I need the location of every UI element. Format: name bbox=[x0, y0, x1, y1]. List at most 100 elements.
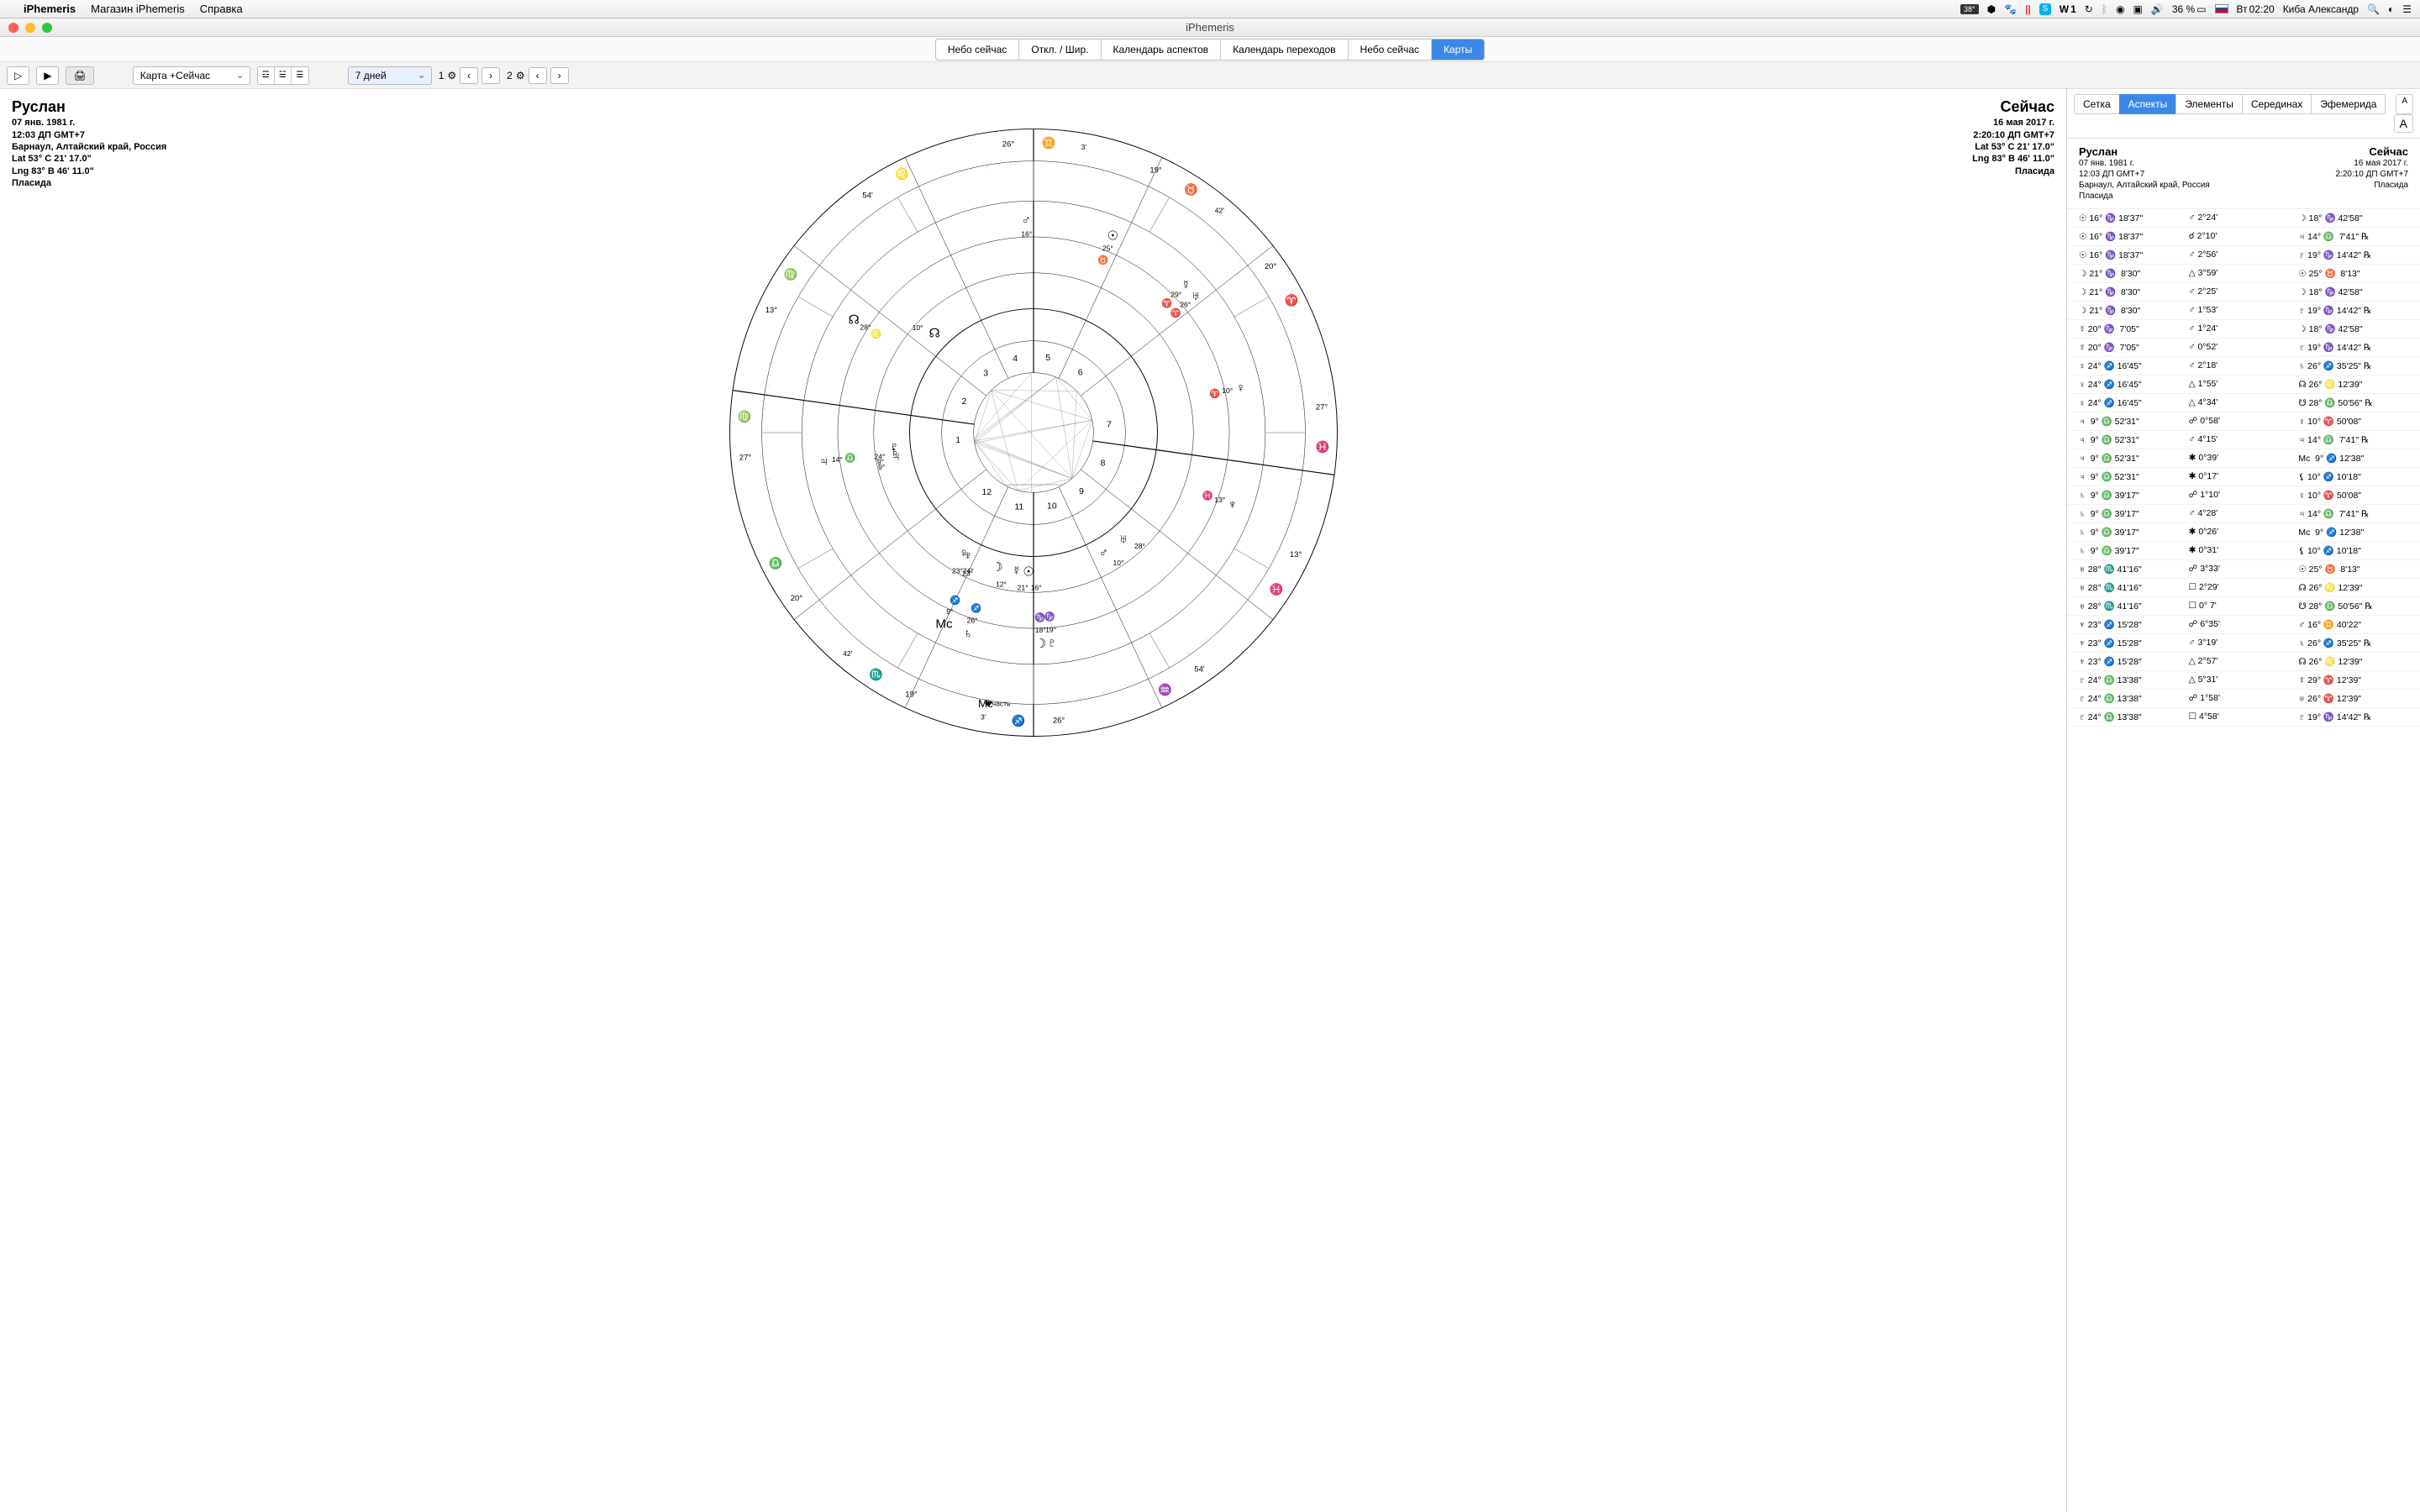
chart-info-right: Сейчас 16 мая 2017 г. 2:20:10 ДП GMT+7 L… bbox=[1972, 97, 2054, 177]
svg-text:42': 42' bbox=[843, 649, 853, 658]
svg-text:☊: ☊ bbox=[929, 326, 940, 340]
aspect-row: ♄ 9° ♎ 39'17"♂ 4°28'♃ 14° ♎ 7'41" ℞ bbox=[2067, 505, 2420, 523]
prev-button-2[interactable]: ‹ bbox=[529, 67, 547, 84]
menu-item[interactable]: Магазин iPhemeris bbox=[91, 3, 185, 15]
period-select[interactable]: 7 дней bbox=[348, 66, 432, 85]
aspect-row: ♅ 28° ♏ 41'16"☍ 3°33'☉ 25° ♉ 8'13" bbox=[2067, 560, 2420, 579]
view-list2-icon[interactable]: ☱ bbox=[275, 67, 292, 84]
main-tabs-toolbar: Небо сейчасОткл. / Шир.Календарь аспекто… bbox=[0, 37, 2420, 62]
svg-text:21°: 21° bbox=[1017, 583, 1028, 591]
svg-text:♂: ♂ bbox=[1098, 546, 1107, 560]
svg-text:☽: ☽ bbox=[1034, 637, 1046, 651]
play-button[interactable]: ▷ bbox=[7, 66, 29, 85]
svg-text:♈: ♈ bbox=[1209, 388, 1220, 399]
aspect-row: ♀ 24° ♐ 16'45"♂ 2°18'♄ 26° ♐ 35'25" ℞ bbox=[2067, 357, 2420, 375]
close-icon[interactable] bbox=[8, 23, 18, 33]
svg-text:18°: 18° bbox=[1034, 626, 1045, 634]
skype-icon[interactable]: S bbox=[2039, 3, 2051, 15]
main-tab[interactable]: Карты bbox=[1432, 39, 1484, 60]
aspect-row: ☉ 16° ♑ 18'37"☌ 2°10'♃ 14° ♎ 7'41" ℞ bbox=[2067, 228, 2420, 246]
main-tab[interactable]: Небо сейчас bbox=[1349, 39, 1432, 60]
side-tab[interactable]: Эфемерида bbox=[2311, 94, 2386, 114]
svg-text:♒: ♒ bbox=[1158, 682, 1172, 696]
gear-icon[interactable]: ⚙ bbox=[447, 70, 456, 81]
notification-icon[interactable]: ☰ bbox=[2402, 3, 2412, 15]
aspect-row: ♀ 24° ♐ 16'45"△ 4°34'☋ 28° ♎ 50'56" ℞ bbox=[2067, 394, 2420, 412]
view-list-icon[interactable]: ☲ bbox=[258, 67, 275, 84]
svg-text:♓: ♓ bbox=[1315, 440, 1329, 454]
next-button[interactable]: › bbox=[481, 67, 500, 84]
svg-text:28°: 28° bbox=[860, 323, 871, 331]
window-titlebar: iPhemeris bbox=[0, 18, 2420, 37]
status-icon[interactable]: ⬢ bbox=[1987, 3, 1996, 15]
svg-text:♌: ♌ bbox=[871, 328, 881, 339]
svg-text:3: 3 bbox=[983, 370, 988, 379]
svg-text:♅: ♅ bbox=[1118, 533, 1128, 547]
vk-icon[interactable]: W 1 bbox=[2060, 3, 2076, 15]
zoom-icon[interactable] bbox=[42, 23, 52, 33]
svg-text:♉: ♉ bbox=[1097, 255, 1108, 265]
svg-text:♄: ♄ bbox=[963, 627, 972, 641]
svg-text:23°: 23° bbox=[962, 569, 973, 577]
flag-icon[interactable] bbox=[2215, 4, 2228, 13]
font-size-a-big[interactable]: A bbox=[2394, 114, 2413, 133]
svg-text:54': 54' bbox=[1194, 665, 1205, 675]
side-tab[interactable]: Серединах bbox=[2242, 94, 2312, 114]
svg-text:54': 54' bbox=[862, 191, 873, 200]
main-tabs: Небо сейчасОткл. / Шир.Календарь аспекто… bbox=[935, 39, 1485, 60]
prev-button[interactable]: ‹ bbox=[460, 67, 478, 84]
main-tab[interactable]: Календарь аспектов bbox=[1102, 39, 1222, 60]
svg-text:16°: 16° bbox=[1021, 230, 1032, 239]
svg-text:☊: ☊ bbox=[848, 312, 860, 327]
view-mode-buttons[interactable]: ☲ ☱ ☰ bbox=[257, 66, 309, 85]
volume-icon[interactable]: 🔊 bbox=[2151, 3, 2164, 15]
svg-text:♍: ♍ bbox=[783, 267, 797, 281]
svg-text:20°: 20° bbox=[1264, 262, 1276, 271]
app-name[interactable]: iPhemeris bbox=[24, 3, 76, 15]
aspect-row: ☿ 20° ♑ 7'05"♂ 0°52'♇ 19° ♑ 14'42" ℞ bbox=[2067, 339, 2420, 357]
aspect-list[interactable]: ☉ 16° ♑ 18'37"♂ 2°24'☽ 18° ♑ 42'58"☉ 16°… bbox=[2067, 209, 2420, 1512]
side-tab[interactable]: Сетка bbox=[2074, 94, 2120, 114]
svg-text:♂: ♂ bbox=[1021, 213, 1030, 228]
airplay-icon[interactable]: ▣ bbox=[2133, 3, 2143, 15]
clock[interactable]: Вт 02:20 bbox=[2237, 3, 2275, 15]
aspect-row: ♄ 9° ♎ 39'17"☍ 1°10'♀ 10° ♈ 50'08" bbox=[2067, 486, 2420, 505]
nav-label-1: 1 bbox=[439, 70, 445, 81]
main-tab[interactable]: Небо сейчас bbox=[936, 39, 1019, 60]
status-icon[interactable]: 🐾 bbox=[2004, 3, 2017, 15]
main-tab[interactable]: Календарь переходов bbox=[1221, 39, 1348, 60]
next-button-2[interactable]: › bbox=[550, 67, 569, 84]
svg-text:19°: 19° bbox=[905, 690, 918, 700]
svg-text:42': 42' bbox=[1214, 207, 1224, 215]
font-size-a[interactable]: A bbox=[2396, 94, 2413, 114]
wifi-icon[interactable]: ◉ bbox=[2116, 3, 2124, 15]
sub-toolbar: ▷ ▶ 🖨 Карта +Сейчас ☲ ☱ ☰ 7 дней 1 ⚙ ‹ ›… bbox=[0, 62, 2420, 89]
svg-text:1: 1 bbox=[955, 436, 960, 445]
print-button[interactable]: 🖨 bbox=[66, 66, 93, 85]
aspect-row: ☉ 16° ♑ 18'37"♂ 2°24'☽ 18° ♑ 42'58" bbox=[2067, 209, 2420, 228]
svg-text:26°: 26° bbox=[1002, 140, 1014, 150]
side-tab[interactable]: Аспекты bbox=[2119, 94, 2177, 114]
svg-text:10°: 10° bbox=[1113, 559, 1123, 567]
user-name[interactable]: Киба Александр bbox=[2283, 3, 2359, 15]
pause-icon[interactable]: || bbox=[2025, 3, 2031, 15]
side-tab[interactable]: Элементы bbox=[2175, 94, 2243, 114]
minimize-icon[interactable] bbox=[25, 23, 35, 33]
siri-icon[interactable]: ◐ bbox=[2388, 3, 2394, 15]
menu-item[interactable]: Справка bbox=[200, 3, 243, 15]
aspect-row: ♄ 9° ♎ 39'17"✱ 0°26'Mc 9° ♐ 12'38" bbox=[2067, 523, 2420, 542]
svg-text:14°: 14° bbox=[831, 455, 842, 464]
svg-text:♎: ♎ bbox=[844, 453, 855, 464]
spotlight-icon[interactable]: 🔍 bbox=[2367, 3, 2380, 15]
battery-indicator[interactable]: 36 % ▭ bbox=[2172, 3, 2207, 15]
main-tab[interactable]: Откл. / Шир. bbox=[1019, 39, 1101, 60]
timemachine-icon[interactable]: ↻ bbox=[2085, 3, 2093, 15]
bluetooth-icon[interactable]: ᛒ bbox=[2102, 3, 2107, 15]
play-button-2[interactable]: ▶ bbox=[36, 66, 59, 85]
svg-text:13°: 13° bbox=[765, 306, 777, 315]
gear-icon[interactable]: ⚙ bbox=[516, 70, 525, 81]
view-list3-icon[interactable]: ☰ bbox=[292, 67, 308, 84]
chart-select[interactable]: Карта +Сейчас bbox=[133, 66, 250, 85]
svg-text:♆: ♆ bbox=[963, 549, 972, 563]
svg-text:9°: 9° bbox=[946, 607, 953, 616]
